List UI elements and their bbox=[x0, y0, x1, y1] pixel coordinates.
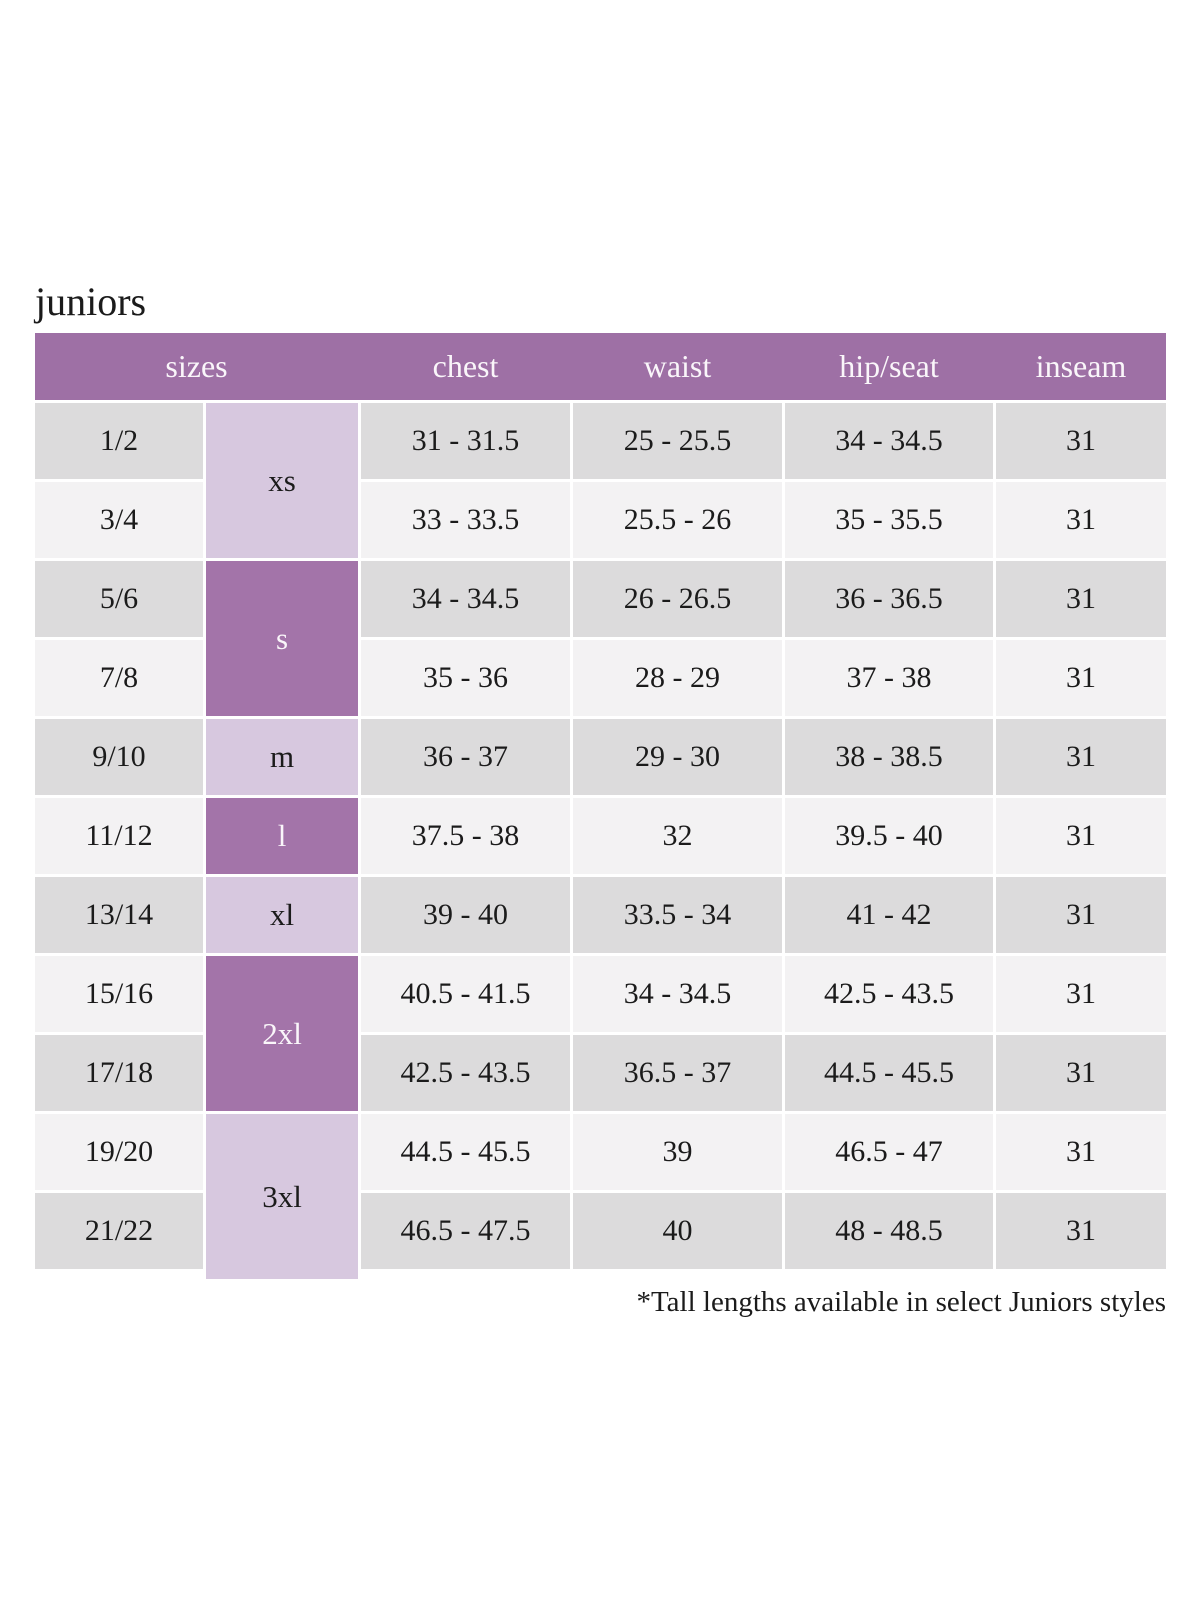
size-cell: 1/2 bbox=[35, 403, 203, 479]
size-cell: 13/14 bbox=[35, 877, 203, 953]
waist-cell: 25 - 25.5 bbox=[573, 403, 782, 479]
size-cell: 19/20 bbox=[35, 1114, 203, 1190]
size-group-cell-xl: xl bbox=[206, 877, 358, 953]
waist-cell: 36.5 - 37 bbox=[573, 1035, 782, 1111]
hip-seat-cell: 41 - 42 bbox=[785, 877, 993, 953]
size-group-cell-m: m bbox=[206, 719, 358, 795]
footnote: *Tall lengths available in select Junior… bbox=[636, 1286, 1166, 1318]
hip-seat-cell: 48 - 48.5 bbox=[785, 1193, 993, 1269]
hip-seat-cell: 42.5 - 43.5 bbox=[785, 956, 993, 1032]
size-chart-table: sizes chest waist hip/seat inseam 1/2 31 … bbox=[35, 333, 1166, 1279]
waist-cell: 25.5 - 26 bbox=[573, 482, 782, 558]
hip-seat-cell: 38 - 38.5 bbox=[785, 719, 993, 795]
hip-seat-cell: 37 - 38 bbox=[785, 640, 993, 716]
chest-cell: 33 - 33.5 bbox=[361, 482, 570, 558]
inseam-cell: 31 bbox=[996, 482, 1166, 558]
inseam-cell: 31 bbox=[996, 956, 1166, 1032]
column-header-chest: chest bbox=[432, 348, 499, 384]
page-title: juniors bbox=[35, 279, 147, 324]
waist-cell: 33.5 - 34 bbox=[573, 877, 782, 953]
hip-seat-cell: 39.5 - 40 bbox=[785, 798, 993, 874]
waist-cell: 40 bbox=[573, 1193, 782, 1269]
column-header-inseam: inseam bbox=[1035, 348, 1127, 384]
column-header-hip-seat: hip/seat bbox=[839, 348, 939, 384]
inseam-cell: 31 bbox=[996, 640, 1166, 716]
size-cell: 3/4 bbox=[35, 482, 203, 558]
size-group-cell-2xl: 2xl bbox=[206, 956, 358, 1111]
size-group-cell-s: s bbox=[206, 561, 358, 716]
chest-cell: 42.5 - 43.5 bbox=[361, 1035, 570, 1111]
size-cell: 9/10 bbox=[35, 719, 203, 795]
size-group-cell-3xl: 3xl bbox=[206, 1114, 358, 1279]
size-group-cell-xs: xs bbox=[206, 403, 358, 558]
size-cell: 5/6 bbox=[35, 561, 203, 637]
waist-cell: 29 - 30 bbox=[573, 719, 782, 795]
size-cell: 17/18 bbox=[35, 1035, 203, 1111]
hip-seat-cell: 46.5 - 47 bbox=[785, 1114, 993, 1190]
hip-seat-cell: 35 - 35.5 bbox=[785, 482, 993, 558]
waist-cell: 34 - 34.5 bbox=[573, 956, 782, 1032]
inseam-cell: 31 bbox=[996, 877, 1166, 953]
hip-seat-cell: 36 - 36.5 bbox=[785, 561, 993, 637]
chest-cell: 35 - 36 bbox=[361, 640, 570, 716]
chest-cell: 31 - 31.5 bbox=[361, 403, 570, 479]
chest-cell: 39 - 40 bbox=[361, 877, 570, 953]
table-header-grid: sizes chest waist hip/seat inseam bbox=[35, 333, 1166, 400]
chest-cell: 36 - 37 bbox=[361, 719, 570, 795]
inseam-cell: 31 bbox=[996, 1193, 1166, 1269]
column-header-waist: waist bbox=[643, 348, 712, 384]
chest-cell: 40.5 - 41.5 bbox=[361, 956, 570, 1032]
inseam-cell: 31 bbox=[996, 403, 1166, 479]
table-header-row: sizes chest waist hip/seat inseam bbox=[35, 333, 1166, 400]
hip-seat-cell: 34 - 34.5 bbox=[785, 403, 993, 479]
chest-cell: 46.5 - 47.5 bbox=[361, 1193, 570, 1269]
size-cell: 7/8 bbox=[35, 640, 203, 716]
size-cell: 15/16 bbox=[35, 956, 203, 1032]
chest-cell: 34 - 34.5 bbox=[361, 561, 570, 637]
hip-seat-cell: 44.5 - 45.5 bbox=[785, 1035, 993, 1111]
inseam-cell: 31 bbox=[996, 1035, 1166, 1111]
inseam-cell: 31 bbox=[996, 1114, 1166, 1190]
chest-cell: 37.5 - 38 bbox=[361, 798, 570, 874]
inseam-cell: 31 bbox=[996, 719, 1166, 795]
waist-cell: 26 - 26.5 bbox=[573, 561, 782, 637]
waist-cell: 39 bbox=[573, 1114, 782, 1190]
chest-cell: 44.5 - 45.5 bbox=[361, 1114, 570, 1190]
waist-cell: 28 - 29 bbox=[573, 640, 782, 716]
inseam-cell: 31 bbox=[996, 798, 1166, 874]
column-header-sizes: sizes bbox=[165, 348, 228, 384]
size-group-cell-l: l bbox=[206, 798, 358, 874]
inseam-cell: 31 bbox=[996, 561, 1166, 637]
size-cell: 21/22 bbox=[35, 1193, 203, 1269]
size-cell: 11/12 bbox=[35, 798, 203, 874]
waist-cell: 32 bbox=[573, 798, 782, 874]
